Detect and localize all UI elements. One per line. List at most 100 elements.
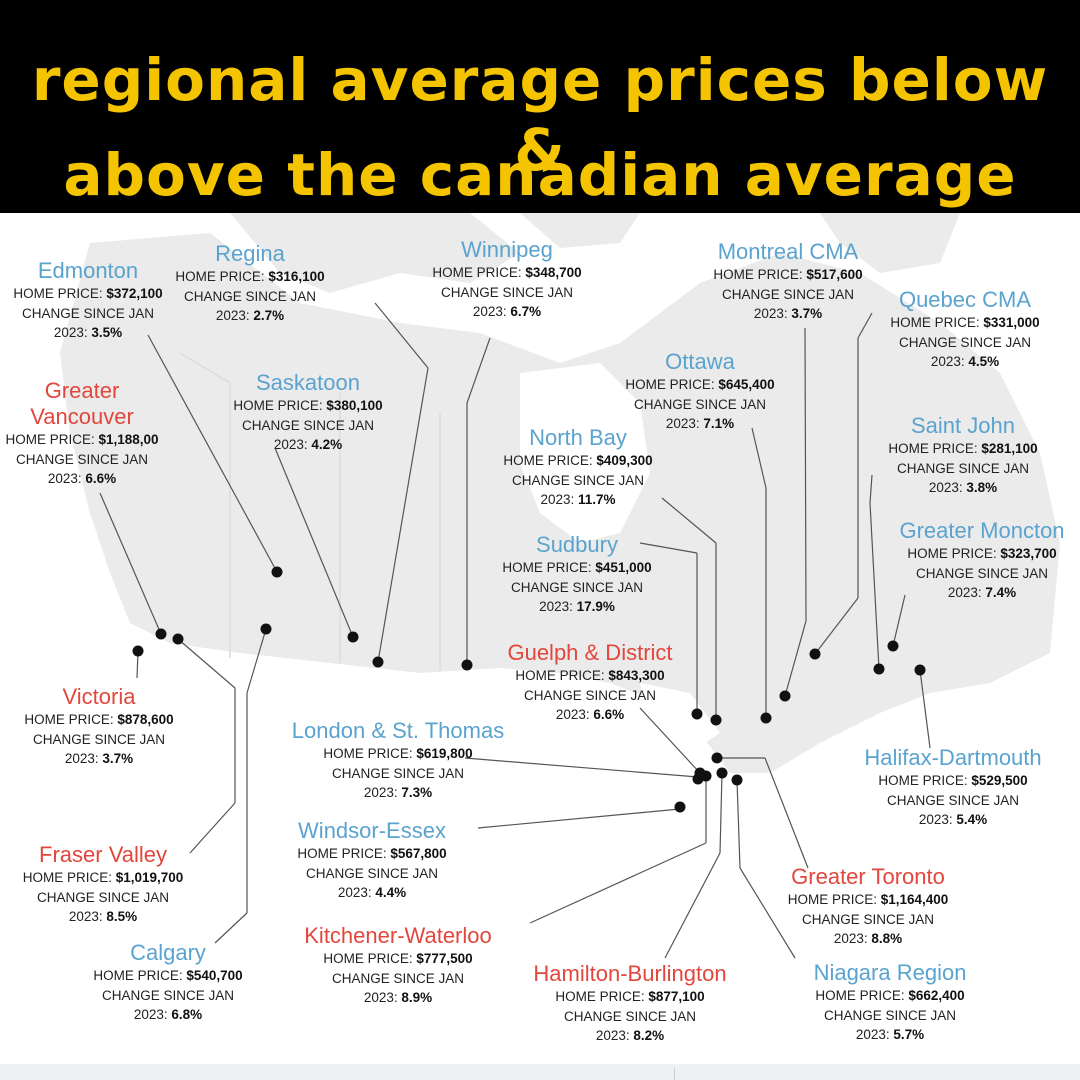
dot-quebec	[809, 648, 821, 660]
home-price-label: HOME PRICE:	[555, 989, 649, 1004]
change-line: 2023: 4.4%	[297, 883, 446, 903]
change-value: 8.9%	[401, 990, 433, 1005]
change-label: CHANGE SINCE JAN	[331, 970, 465, 986]
change-value: 4.4%	[375, 885, 407, 900]
change-line: 2023: 6.8%	[93, 1005, 242, 1025]
region-label-toronto: Greater Toronto HOME PRICE: $1,164,400 CHA…	[788, 864, 949, 949]
leader-niagara-2	[736, 779, 741, 869]
region-label-vancouver: Greater Vancouver HOME PRICE: $1,188,00 CHA…	[5, 378, 158, 489]
change-value: 2.7%	[253, 308, 285, 323]
land-arctic-islands	[230, 213, 960, 293]
change-label: CHANGE SINCE JAN	[183, 288, 317, 304]
dot-windsor	[674, 801, 686, 813]
change-value: 17.9%	[576, 599, 615, 614]
change-line: 2023: 4.5%	[890, 352, 1039, 372]
leader-calgary-3	[214, 912, 248, 944]
region-label-kitchener: Kitchener-Waterloo HOME PRICE: $777,500 CH…	[304, 923, 491, 1008]
change-line: 2023: 8.2%	[533, 1026, 726, 1046]
region-name: Saskatoon	[256, 370, 360, 395]
year-label: 2023:	[665, 416, 704, 431]
dot-saskatoon	[347, 631, 359, 643]
change-label: CHANGE SINCE JAN	[823, 1007, 957, 1023]
home-price-label: HOME PRICE:	[713, 267, 807, 282]
change-label: CHANGE SINCE JAN	[101, 987, 235, 1003]
leader-montreal-2	[784, 620, 807, 697]
region-label-guelph: Guelph & District HOME PRICE: $843,300 CHA…	[507, 640, 672, 725]
change-label: CHANGE SINCE JAN	[721, 286, 855, 302]
year-label: 2023:	[753, 306, 792, 321]
region-name: Calgary	[130, 940, 206, 965]
change-line: 2023: 17.9%	[502, 597, 651, 617]
change-label: CHANGE SINCE JAN	[510, 579, 644, 595]
region-label-saskatoon: Saskatoon HOME PRICE: $380,100 CHANGE SINC…	[233, 370, 382, 455]
home-price-value: $645,400	[718, 377, 775, 392]
change-label: CHANGE SINCE JAN	[801, 911, 935, 927]
change-line: 2023: 7.1%	[625, 414, 774, 434]
dot-ottawa	[760, 712, 772, 724]
change-line: 2023: 6.7%	[432, 302, 581, 322]
year-label: 2023:	[363, 990, 402, 1005]
year-label: 2023:	[68, 909, 107, 924]
region-label-quebec: Quebec CMA HOME PRICE: $331,000 CHANGE SIN…	[890, 287, 1039, 372]
change-value: 5.4%	[956, 812, 988, 827]
home-price-label: HOME PRICE:	[502, 560, 596, 575]
change-line: 2023: 8.8%	[788, 929, 949, 949]
leader-regina-2	[377, 367, 429, 663]
leader-sudbury	[639, 542, 698, 554]
leader-northbay	[661, 497, 717, 544]
year-label: 2023:	[133, 1007, 172, 1022]
home-price-label: HOME PRICE:	[233, 398, 327, 413]
dot-winnipeg	[461, 659, 473, 671]
leader-lines	[99, 302, 931, 959]
home-price-value: $878,600	[117, 712, 174, 727]
home-price-label: HOME PRICE:	[515, 668, 609, 683]
home-price-value: $451,000	[595, 560, 652, 575]
year-label: 2023:	[540, 492, 578, 507]
change-label: CHANGE SINCE JAN	[523, 687, 657, 703]
home-price-line: HOME PRICE: $567,800	[297, 844, 446, 864]
change-label: CHANGE SINCE JAN	[440, 284, 574, 300]
change-value: 8.2%	[633, 1028, 665, 1043]
leader-moncton	[892, 594, 906, 647]
leader-hamilton	[664, 852, 721, 959]
leader-halifax	[919, 669, 931, 749]
canada-map: Edmonton HOME PRICE: $372,100 CHANGE SINCE…	[0, 213, 1080, 1080]
home-price-line: HOME PRICE: $331,000	[890, 313, 1039, 333]
region-name: Greater Toronto	[791, 864, 945, 889]
change-label: CHANGE SINCE JAN	[241, 417, 375, 433]
dot-hamilton	[716, 767, 728, 779]
map-background	[60, 213, 1060, 959]
leader-kitchener	[529, 842, 707, 924]
year-label: 2023:	[595, 1028, 634, 1043]
home-price-line: HOME PRICE: $316,100	[175, 267, 324, 287]
leader-winnipeg	[466, 337, 491, 404]
home-price-line: HOME PRICE: $1,188,00	[5, 430, 158, 450]
region-name: Hamilton-Burlington	[533, 961, 727, 986]
region-name: Niagara Region	[813, 960, 967, 985]
year-label: 2023:	[555, 707, 594, 722]
leader-toronto	[764, 757, 809, 869]
leader-hamilton-2	[719, 772, 723, 854]
change-label: CHANGE SINCE JAN	[915, 565, 1049, 581]
region-name: Saint John	[911, 413, 1015, 438]
region-label-ottawa: Ottawa HOME PRICE: $645,400 CHANGE SINCE J…	[625, 349, 774, 434]
change-value: 6.6%	[593, 707, 625, 722]
leader-edmonton	[147, 334, 278, 573]
home-price-value: $777,500	[416, 951, 473, 966]
dot-montreal	[779, 690, 791, 702]
dot-regina	[372, 656, 384, 668]
home-price-value: $1,019,700	[115, 870, 184, 885]
change-line: 2023: 8.9%	[304, 988, 491, 1008]
dot-victoria	[132, 645, 144, 657]
year-label: 2023:	[855, 1027, 894, 1042]
home-price-label: HOME PRICE:	[787, 892, 881, 907]
leader-windsor	[477, 808, 681, 829]
home-price-line: HOME PRICE: $380,100	[233, 396, 382, 416]
region-label-hamilton: Hamilton-Burlington HOME PRICE: $877,100 C…	[533, 961, 726, 1046]
change-value: 6.6%	[85, 471, 117, 486]
region-name: Windsor-Essex	[298, 818, 446, 843]
home-price-label: HOME PRICE:	[22, 870, 116, 885]
change-line: 2023: 7.3%	[292, 783, 504, 803]
home-price-line: HOME PRICE: $348,700	[432, 263, 581, 283]
home-price-label: HOME PRICE:	[24, 712, 118, 727]
